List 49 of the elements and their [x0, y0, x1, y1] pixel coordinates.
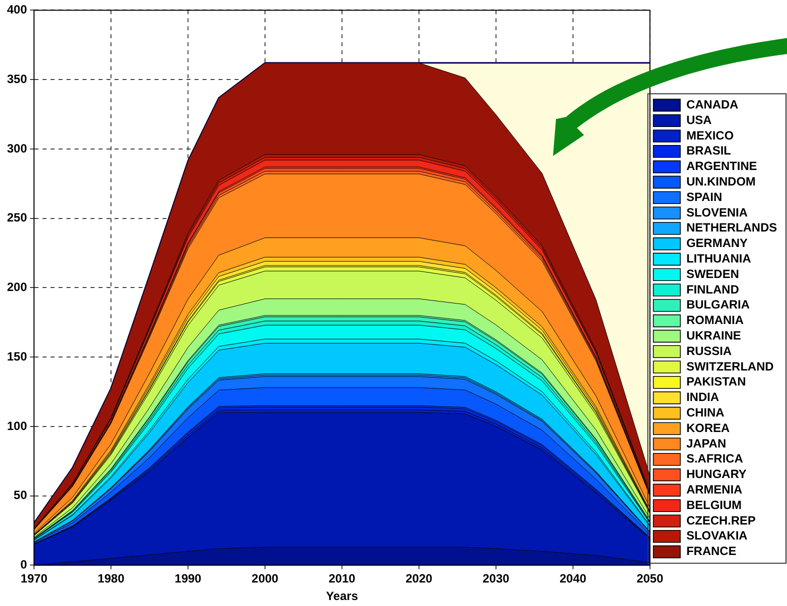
legend-label: SLOVENIA	[686, 205, 748, 220]
legend-label: GERMANY	[686, 236, 748, 250]
y-tick-label: 300	[6, 141, 28, 156]
y-tick-label: 200	[6, 280, 28, 294]
y-tick-label: 400	[6, 2, 28, 17]
x-tick-label: 2050	[636, 572, 664, 586]
y-tick-label: 50	[14, 488, 28, 502]
legend-label: KOREA	[686, 420, 730, 435]
x-tick-label: 2040	[560, 572, 587, 586]
legend-label: MEXICO	[686, 128, 734, 142]
legend-label: CZECH.REP	[686, 513, 756, 528]
legend-label: SPAIN	[686, 190, 722, 204]
legend-label: NETHERLANDS	[686, 220, 778, 235]
legend-label: S.AFRICA	[686, 452, 744, 466]
x-tick-label: 2020	[406, 572, 433, 586]
y-tick-label: 0	[20, 558, 28, 572]
legend-label: ARGENTINE	[686, 159, 758, 174]
legend-label: ARMENIA	[686, 482, 743, 497]
legend-label: UKRAINE	[686, 328, 742, 343]
legend-label: RUSSIA	[686, 344, 732, 358]
legend-label: UN.KINDOM	[686, 174, 756, 189]
y-tick-label: 250	[6, 210, 28, 225]
legend-label: CHINA	[686, 406, 725, 420]
x-tick-label: 1970	[20, 572, 48, 586]
x-tick-label: 2000	[252, 572, 279, 586]
legend-label: INDIA	[686, 390, 720, 404]
legend-label: CANADA	[686, 98, 739, 112]
legend-label: ROMANIA	[686, 313, 744, 328]
legend-label: PAKISTAN	[686, 374, 746, 389]
x-axis-title: Years	[326, 589, 358, 604]
legend-label: SLOVAKIA	[686, 528, 748, 543]
x-tick-label: 1990	[174, 572, 202, 586]
x-tick-label: 1980	[98, 572, 125, 586]
legend-label: BULGARIA	[686, 298, 750, 312]
legend-label: JAPAN	[686, 436, 726, 450]
x-tick-label: 2030	[482, 572, 510, 586]
legend-label: USA	[686, 112, 712, 127]
legend-label: LITHUANIA	[686, 252, 752, 266]
legend-label: BELGIUM	[686, 498, 742, 512]
legend-label: BRASIL	[686, 144, 732, 158]
legend-label: FRANCE	[686, 544, 736, 558]
legend-label: FINLAND	[686, 282, 740, 296]
x-tick-label: 2010	[328, 572, 356, 586]
y-tick-label: 350	[6, 72, 28, 86]
legend-label: SWITZERLAND	[686, 359, 774, 374]
legend-label: SWEDEN	[686, 266, 740, 281]
y-tick-label: 100	[6, 418, 28, 433]
y-tick-label: 150	[6, 349, 28, 364]
legend-label: HUNGARY	[686, 467, 747, 482]
